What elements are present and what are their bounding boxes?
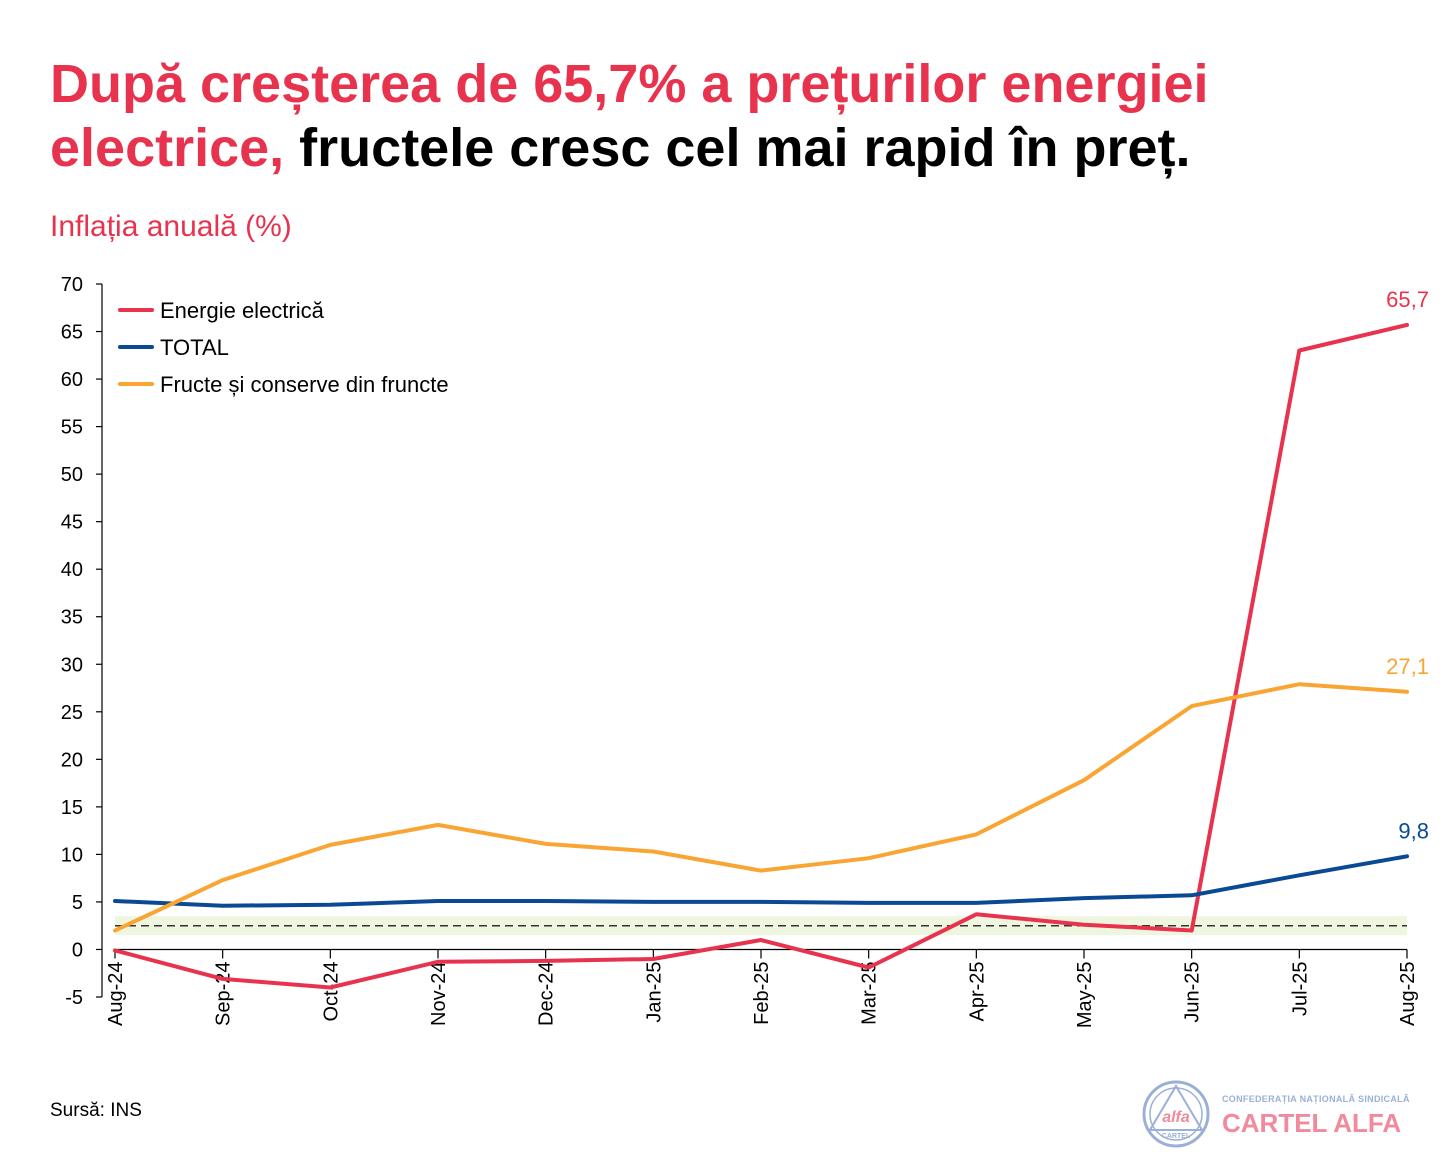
y-tick-label: 60 [61, 369, 83, 391]
end-data-label: 65,7 [1386, 287, 1429, 312]
y-tick-label: 45 [61, 512, 83, 534]
title-rest: fructele cresc cel mai rapid în preț. [284, 118, 1191, 178]
source-note: Sursă: INS [50, 1100, 142, 1121]
y-tick-label: -5 [65, 987, 83, 1009]
cartel-alfa-logo: alfa CARTEL CONFEDERAȚIA NAȚIONALĂ SINDI… [1140, 1078, 1440, 1148]
y-tick-label: 20 [61, 749, 83, 771]
target-band [115, 916, 1407, 936]
x-tick-label: Feb-25 [751, 961, 773, 1024]
x-tick-label: Jan-25 [643, 961, 665, 1022]
y-tick-label: 65 [61, 322, 83, 344]
x-tick-label: Aug-24 [105, 961, 127, 1026]
legend-label: Fructe și conserve din fruncte [160, 372, 449, 397]
y-tick-label: 30 [61, 654, 83, 676]
end-data-label: 9,8 [1398, 818, 1429, 843]
legend-label: TOTAL [160, 335, 229, 360]
logo-supertitle: CONFEDERAȚIA NAȚIONALĂ SINDICALĂ [1222, 1094, 1410, 1104]
end-data-label: 27,1 [1386, 654, 1429, 679]
x-tick-label: May-25 [1074, 961, 1096, 1028]
y-tick-label: 55 [61, 417, 83, 439]
y-tick-label: 50 [61, 464, 83, 486]
logo-emblem-text: alfa [1162, 1109, 1190, 1126]
title-highlight: După creșterea de 65,7% a prețurilor ene… [50, 54, 1209, 178]
x-tick-label: Nov-24 [428, 961, 450, 1025]
y-tick-label: 10 [61, 844, 83, 866]
y-axis-title: Inflația anuală (%) [50, 210, 292, 243]
x-tick-label: Oct-24 [320, 961, 342, 1021]
x-tick-label: Jun-25 [1182, 961, 1204, 1022]
y-tick-label: 15 [61, 797, 83, 819]
x-tick-label: Jul-25 [1289, 961, 1311, 1015]
x-tick-label: Sep-24 [213, 961, 235, 1026]
logo-name: CARTEL ALFA [1222, 1108, 1402, 1138]
logo-emblem-sub: CARTEL [1162, 1133, 1191, 1140]
y-tick-label: 0 [72, 939, 83, 961]
x-tick-label: Apr-25 [966, 961, 988, 1021]
series-line [113, 322, 1409, 990]
x-tick-label: Mar-25 [859, 961, 881, 1024]
legend-label: Energie electrică [160, 298, 325, 323]
series-line [113, 854, 1409, 908]
y-tick-label: 25 [61, 702, 83, 724]
line-chart: -5 0 5 10 15 20 25 30 35 40 45 50 55 60 65 70 Aug-24 Sep-… [61, 274, 1429, 1028]
chart-title: După creșterea de 65,7% a prețurilor ene… [50, 52, 1430, 180]
series-line [113, 682, 1409, 933]
logo-emblem-icon: alfa CARTEL [1142, 1080, 1210, 1148]
x-tick-label: Dec-24 [536, 961, 558, 1025]
y-tick-label: 5 [72, 892, 83, 914]
y-tick-label: 35 [61, 607, 83, 629]
y-tick-label: 40 [61, 559, 83, 581]
y-tick-label: 70 [61, 274, 83, 296]
x-tick-label: Aug-25 [1397, 961, 1419, 1026]
